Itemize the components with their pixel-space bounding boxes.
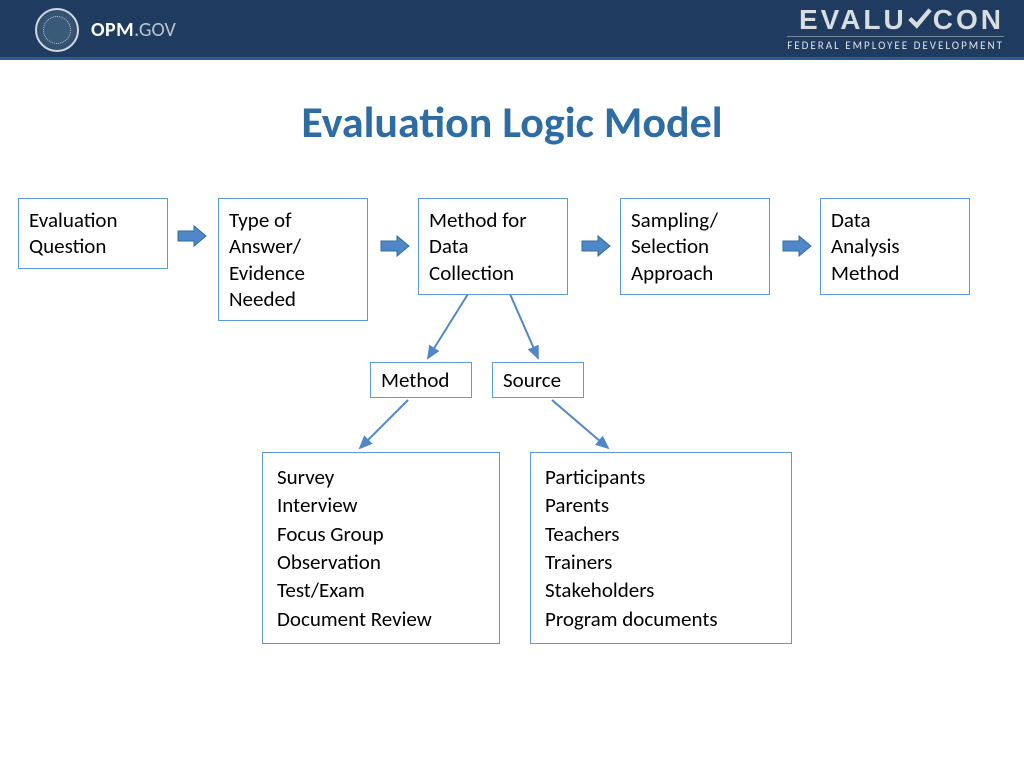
evalucon-part1: EVALU — [799, 4, 907, 35]
arrows-layer — [0, 60, 1024, 768]
list-item: Teachers — [545, 520, 777, 548]
flow-box-b5: Data Analysis Method — [820, 198, 970, 295]
opm-gov: .GOV — [134, 18, 176, 42]
checkmark-icon — [907, 6, 933, 37]
header-right: EVALU CON FEDERAL EMPLOYEE DEVELOPMENT — [787, 3, 1004, 52]
opm-logo-text: OPM.GOV — [91, 18, 176, 42]
list-item: Stakeholders — [545, 576, 777, 604]
flow-box-b4: Sampling/ Selection Approach — [620, 198, 770, 295]
arrow-right-icon — [582, 236, 610, 256]
list-box-l1: SurveyInterviewFocus GroupObservationTes… — [262, 452, 500, 644]
list-item: Program documents — [545, 605, 777, 633]
connector-arrow-icon — [552, 400, 608, 448]
list-item: Test/Exam — [277, 576, 485, 604]
opm-seal-icon — [35, 8, 79, 52]
list-item: Parents — [545, 491, 777, 519]
tagline: FEDERAL EMPLOYEE DEVELOPMENT — [787, 36, 1004, 52]
header-bar: OPM.GOV EVALU CON FEDERAL EMPLOYEE DEVELO… — [0, 0, 1024, 60]
list-box-l2: ParticipantsParentsTeachersTrainersStake… — [530, 452, 792, 644]
list-item: Trainers — [545, 548, 777, 576]
diagram-canvas: Evaluation Logic Model Evaluation Questi… — [0, 60, 1024, 768]
list-item: Document Review — [277, 605, 485, 633]
flow-box-b3: Method for Data Collection — [418, 198, 568, 295]
sub-box-s2: Source — [492, 362, 584, 398]
flow-box-b2: Type of Answer/ Evidence Needed — [218, 198, 368, 321]
header-left: OPM.GOV — [35, 8, 176, 52]
list-item: Interview — [277, 491, 485, 519]
list-item: Focus Group — [277, 520, 485, 548]
page-title: Evaluation Logic Model — [0, 95, 1024, 149]
list-item: Observation — [277, 548, 485, 576]
arrow-right-icon — [783, 236, 811, 256]
connector-arrow-icon — [360, 400, 408, 448]
connector-arrow-icon — [510, 294, 538, 358]
opm-bold: OPM — [91, 18, 134, 42]
list-item: Participants — [545, 463, 777, 491]
sub-box-s1: Method — [370, 362, 472, 398]
flow-box-b1: Evaluation Question — [18, 198, 168, 269]
connector-arrow-icon — [428, 294, 468, 358]
arrow-right-icon — [381, 236, 409, 256]
list-item: Survey — [277, 463, 485, 491]
evalucon-part2: CON — [933, 4, 1004, 35]
evalucon-logo: EVALU CON — [787, 3, 1004, 34]
arrow-right-icon — [178, 226, 206, 246]
